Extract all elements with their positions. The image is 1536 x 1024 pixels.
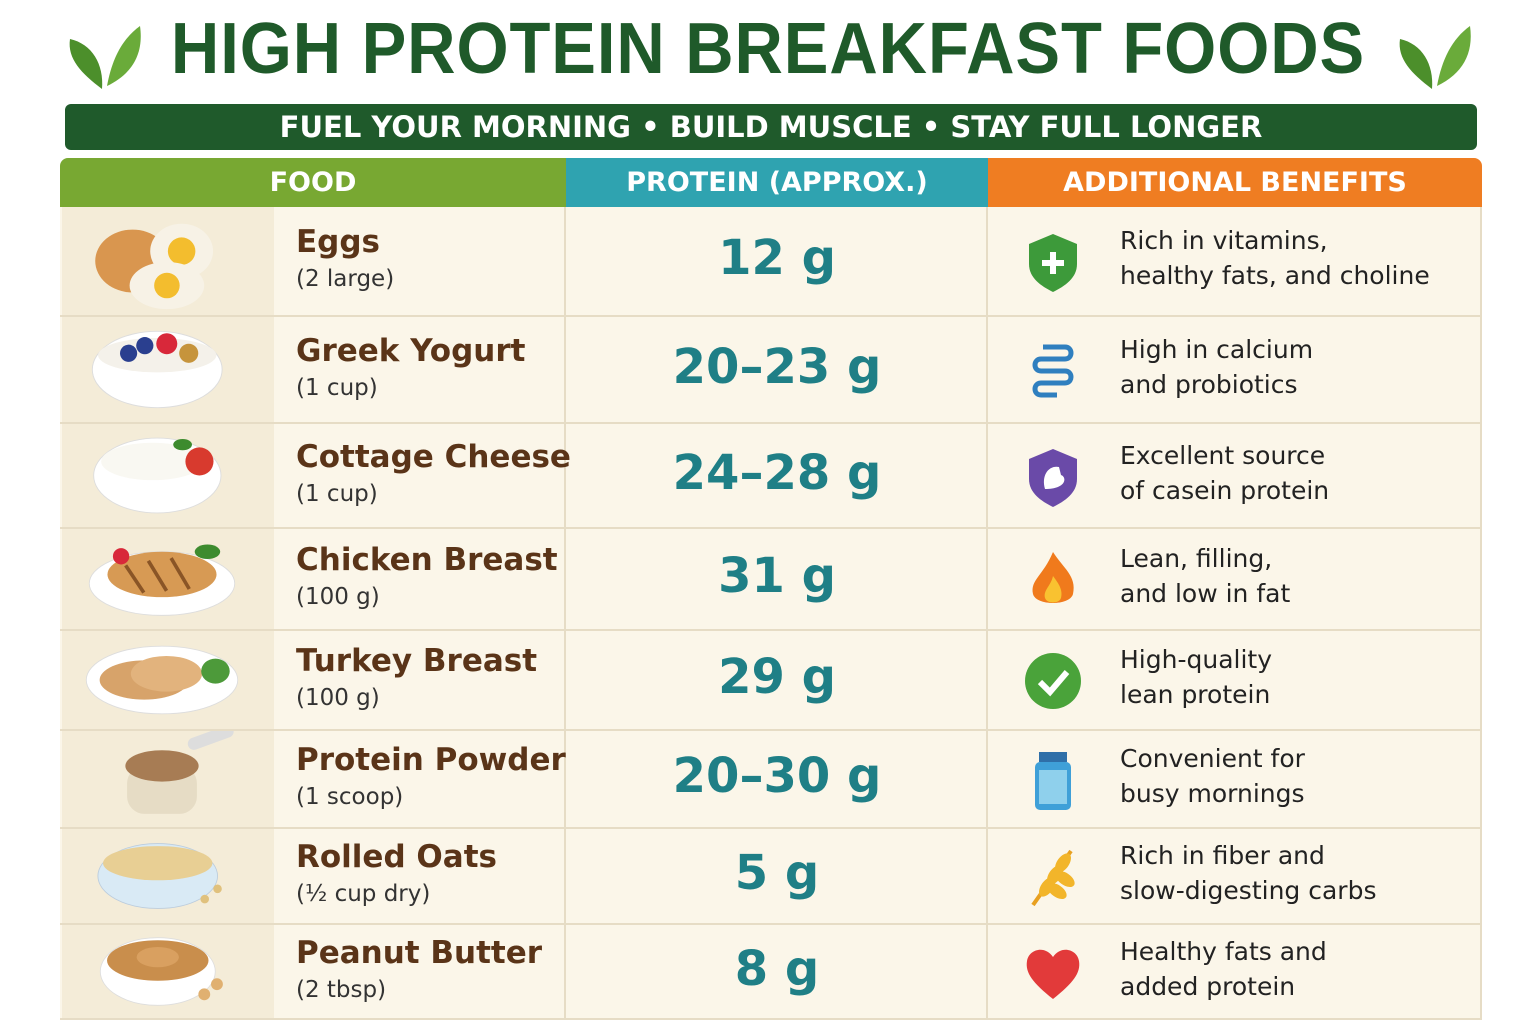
benefit-text: Rich in vitamins, [1120, 226, 1328, 255]
food-image [62, 725, 274, 827]
protein-amount: 5 g [734, 845, 820, 901]
title: HIGH PROTEIN BREAKFAST FOODS [170, 9, 1366, 89]
food-image [62, 317, 274, 422]
food-name: Eggs [296, 224, 381, 260]
food-image [62, 829, 274, 923]
food-serving: (1 cup) [296, 480, 378, 507]
row-cell [566, 631, 988, 731]
column-header: FOOD [60, 158, 566, 207]
benefit-icon [1023, 748, 1083, 816]
benefit-text: Healthy fats and [1120, 936, 1327, 966]
benefit-text: slow-digesting carbs [1120, 876, 1377, 905]
row-cell [566, 424, 988, 529]
benefit-text: Excellent source [1120, 440, 1326, 470]
benefit-icon [1023, 445, 1083, 513]
row-cell [566, 207, 988, 317]
benefit-icon [1023, 230, 1083, 298]
benefit-icon [1023, 548, 1083, 616]
food-serving: (½ cup dry) [296, 881, 431, 907]
benefit-text: Convenient for [1120, 744, 1305, 773]
row-cell [988, 829, 1482, 925]
food-image [62, 631, 274, 729]
food-serving: (2 large) [296, 266, 395, 292]
protein-amount: 24–28 g [672, 444, 882, 501]
food-image [62, 207, 274, 315]
food-image [62, 424, 274, 527]
benefit-icon [1023, 845, 1083, 913]
protein-amount: 12 g [718, 230, 836, 286]
row-cell [566, 925, 988, 1020]
leaf-decor [69, 26, 141, 89]
benefit-text: Lean, filling, [1120, 544, 1273, 573]
benefit-text: healthy fats, and choline [1120, 261, 1430, 290]
leaf-decor [1399, 26, 1471, 89]
food-name: Turkey Breast [296, 643, 538, 679]
benefit-text: and probiotics [1120, 369, 1298, 399]
food-serving: (100 g) [296, 584, 380, 610]
food-name: Cottage Cheese [296, 438, 571, 475]
row-cell [566, 731, 988, 829]
benefit-text: High-quality [1120, 645, 1273, 674]
row-cell [566, 317, 988, 424]
benefit-text: of casein protein [1120, 475, 1330, 505]
food-name: Greek Yogurt [296, 332, 526, 369]
benefit-text: lean protein [1120, 680, 1271, 709]
food-image [62, 529, 274, 629]
benefit-icon [1023, 941, 1083, 1009]
benefit-text: Rich in fiber and [1120, 841, 1325, 870]
subtitle: FUEL YOUR MORNING • BUILD MUSCLE • STAY … [65, 104, 1477, 150]
protein-amount: 20–30 g [672, 748, 882, 804]
row-cell [566, 529, 988, 631]
food-name: Chicken Breast [296, 542, 558, 578]
protein-amount: 29 g [718, 649, 836, 705]
food-serving: (2 tbsp) [296, 976, 387, 1003]
food-serving: (100 g) [296, 685, 380, 711]
benefit-text: busy mornings [1120, 779, 1305, 808]
benefit-icon [1023, 649, 1083, 717]
food-image [62, 925, 274, 1018]
food-name: Rolled Oats [296, 839, 497, 875]
benefit-text: High in calcium [1120, 334, 1314, 364]
food-name: Protein Powder [296, 742, 566, 778]
food-serving: (1 scoop) [296, 784, 404, 810]
column-header: PROTEIN (APPROX.) [566, 158, 988, 207]
row-cell [566, 829, 988, 925]
protein-amount: 8 g [734, 940, 820, 997]
benefit-text: added protein [1120, 971, 1296, 1001]
food-name: Peanut Butter [296, 934, 543, 971]
protein-amount: 20–23 g [672, 338, 882, 395]
benefit-text: and low in fat [1120, 579, 1291, 608]
benefit-icon [1023, 339, 1083, 407]
protein-amount: 31 g [718, 548, 836, 604]
food-serving: (1 cup) [296, 374, 378, 401]
column-header: ADDITIONAL BENEFITS [988, 158, 1482, 207]
